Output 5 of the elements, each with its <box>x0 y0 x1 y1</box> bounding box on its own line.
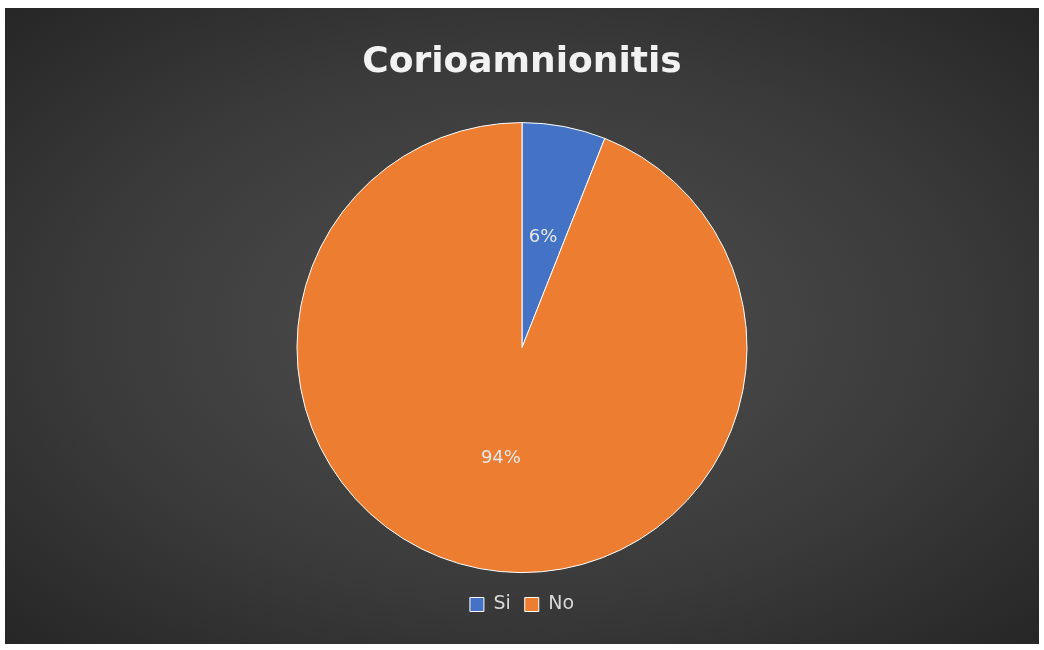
legend-label: No <box>548 591 575 614</box>
data-label: 94% <box>480 445 521 467</box>
data-label: 6% <box>528 224 558 246</box>
legend-label: Si <box>493 591 511 614</box>
chart-title: Corioamnionitis <box>362 38 682 80</box>
